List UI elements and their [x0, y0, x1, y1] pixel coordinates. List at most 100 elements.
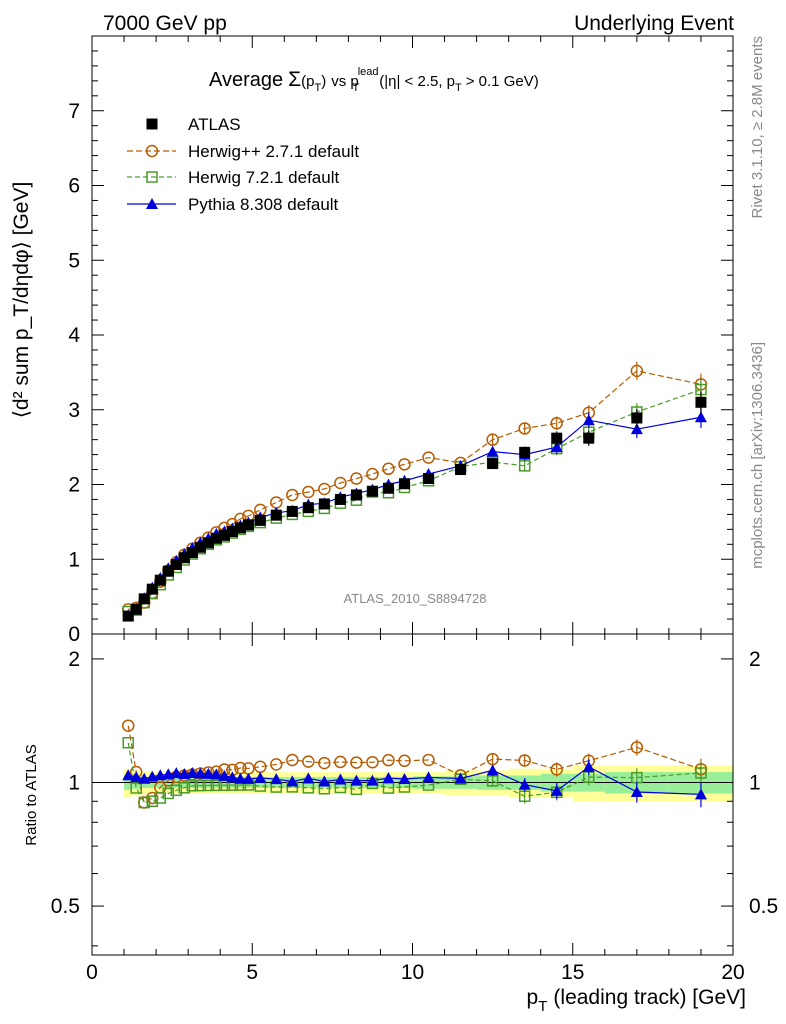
legend-marker-herwig-7-2-1-default — [146, 171, 158, 183]
ratio-point-pythia-8-308-default — [454, 772, 467, 784]
title-cuts-sub: T — [455, 82, 462, 94]
title-pt: (p — [301, 73, 314, 90]
point-atlas — [334, 493, 346, 505]
ratio-point-herwig-7-2-1-default — [194, 779, 207, 792]
point-atlas — [695, 396, 707, 408]
point-herwig-7-2-1-default — [518, 460, 531, 472]
ratio-point-herwig-7-2-1-default — [382, 782, 395, 794]
ratio-point-pythia-8-308-default — [334, 773, 347, 785]
ratio-point-herwig-2-7-1-default — [350, 756, 363, 769]
point-atlas — [154, 574, 166, 586]
point-atlas — [202, 537, 214, 549]
series-line-pythia-8-308-default — [127, 416, 702, 616]
point-herwig-2-7-1-default — [350, 472, 363, 485]
point-atlas — [398, 478, 410, 490]
ratio-series — [121, 719, 708, 809]
ratio-point-herwig-2-7-1-default — [302, 755, 315, 768]
ratio-point-pythia-8-308-default — [194, 767, 207, 779]
point-atlas — [423, 473, 435, 485]
title-vs: vs p — [331, 73, 359, 90]
series-line-herwig-7-2-1-default — [128, 389, 702, 613]
ratio-y-tick-label: 1 — [68, 771, 80, 794]
ratio-point-herwig-7-2-1-default — [130, 782, 142, 794]
main-y-axis-label: ⟨d² sum p_T/dηdφ⟩ [GeV] — [10, 182, 33, 419]
title-lead-sub: T — [353, 82, 360, 94]
ratio-point-pythia-8-308-default — [350, 774, 363, 786]
main-y-tick-label: 7 — [68, 100, 80, 123]
mcplots-label: mcplots.cern.ch [arXiv:1306.3436] — [749, 342, 766, 569]
main-y-tick-label: 4 — [68, 324, 80, 347]
ratio-y-axis-label: Ratio to ATLAS — [23, 744, 40, 845]
title-cuts: (|η| < 2.5, p — [379, 73, 455, 90]
legend-marker-pythia-8-308-default — [146, 198, 158, 209]
title-cuts-end: > 0.1 GeV) — [466, 73, 539, 90]
point-atlas — [130, 603, 142, 615]
rivet-label: Rivet 3.1.10, ≥ 2.8M events — [749, 36, 766, 219]
point-atlas — [455, 464, 467, 476]
x-tick-labels: 0 5 10 15 20 — [86, 961, 745, 984]
main-y-tick-label: 3 — [68, 399, 80, 422]
ratio-point-pythia-8-308-default — [550, 784, 563, 796]
ratio-point-herwig-2-7-1-default — [398, 754, 411, 768]
ratio-point-pythia-8-308-default — [202, 767, 215, 779]
point-pythia-8-308-default — [582, 414, 595, 426]
point-herwig-2-7-1-default — [398, 458, 411, 471]
ratio-point-pythia-8-308-default — [218, 769, 231, 781]
ratio-point-pythia-8-308-default — [382, 771, 395, 783]
point-herwig-2-7-1-default — [382, 462, 395, 476]
point-atlas — [631, 412, 643, 424]
ratio-point-pythia-8-308-default — [694, 788, 707, 800]
point-atlas — [194, 541, 206, 553]
main-series — [121, 361, 708, 622]
axis-ticks — [91, 36, 734, 955]
legend-label-herwig-2-7-1-default: Herwig++ 2.7.1 default — [188, 142, 359, 161]
point-atlas — [270, 509, 282, 521]
title-lead-sup: lead — [358, 66, 379, 78]
ratio-point-herwig-2-7-1-default — [121, 719, 135, 732]
point-herwig-2-7-1-default — [630, 364, 644, 378]
ratio-y-tick-label-right: 1 — [749, 771, 761, 794]
main-y-tick-label: 6 — [68, 175, 80, 198]
ratio-point-pythia-8-308-default — [582, 760, 595, 772]
main-y-tick-labels: 0 1 2 3 4 5 6 7 — [68, 100, 80, 646]
point-atlas — [254, 514, 266, 526]
legend-marker-atlas — [146, 118, 158, 130]
ratio-y-tick-label: 0.5 — [51, 895, 80, 918]
ratio-line-herwig-7-2-1-default — [127, 742, 701, 804]
x-tick-label: 20 — [721, 961, 744, 984]
legend-label-pythia-8-308-default: Pythia 8.308 default — [188, 195, 339, 214]
ratio-point-pythia-8-308-default — [302, 772, 315, 784]
ratio-y-tick-label: 2 — [68, 648, 80, 671]
series-line-herwig-2-7-1-default — [128, 370, 702, 610]
point-herwig-2-7-1-default — [302, 485, 315, 499]
ratio-line-pythia-8-308-default — [128, 766, 701, 795]
ratio-point-pythia-8-308-default — [170, 767, 183, 779]
point-herwig-2-7-1-default — [550, 416, 563, 430]
ratio-point-pythia-8-308-default — [186, 766, 199, 778]
point-atlas — [162, 565, 174, 577]
point-atlas — [226, 526, 238, 538]
legend-label-herwig-7-2-1-default: Herwig 7.2.1 default — [188, 168, 339, 187]
main-y-tick-label: 0 — [68, 623, 80, 646]
point-atlas — [286, 505, 298, 517]
ratio-point-herwig-2-7-1-default — [270, 758, 283, 771]
point-atlas — [350, 489, 362, 501]
point-atlas — [210, 532, 222, 544]
ratio-point-herwig-7-2-1-default — [138, 796, 150, 809]
ratio-point-pythia-8-308-default — [366, 774, 379, 786]
title-prefix: Average — [209, 69, 283, 91]
point-atlas — [218, 529, 230, 541]
ratio-point-herwig-7-2-1-default — [486, 775, 499, 787]
point-atlas — [583, 432, 595, 444]
ratio-point-herwig-7-2-1-default — [146, 795, 159, 808]
ratio-point-herwig-2-7-1-default — [286, 753, 299, 767]
ratio-point-herwig-7-2-1-default — [162, 787, 175, 800]
ratio-point-herwig-2-7-1-default — [334, 755, 347, 769]
point-atlas — [487, 458, 499, 470]
ratio-point-herwig-7-2-1-default — [186, 780, 199, 792]
point-herwig-2-7-1-default — [366, 467, 379, 481]
point-atlas — [302, 502, 314, 514]
ratio-point-herwig-2-7-1-default — [550, 763, 563, 776]
point-atlas — [519, 446, 531, 458]
